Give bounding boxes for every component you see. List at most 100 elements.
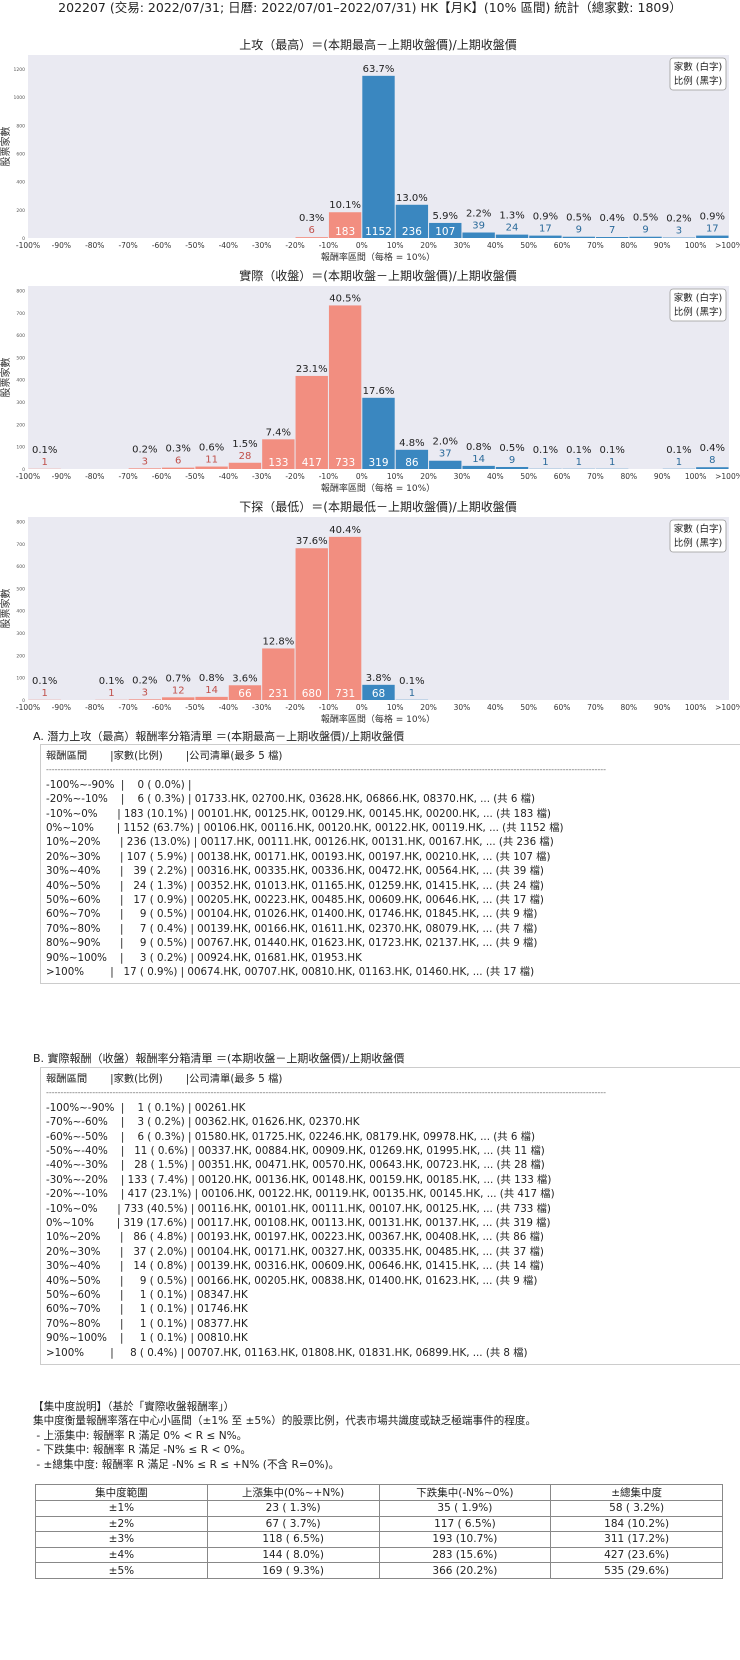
- pct-label: 0.8%: [466, 442, 491, 453]
- count-label: 7: [609, 225, 615, 236]
- list-row: 70%~80% | 7 ( 0.4%) | 00139.HK, 00166.HK…: [46, 922, 538, 935]
- x-tick-label: 10%: [387, 472, 404, 481]
- bar: [128, 699, 162, 700]
- list-row: 20%~30% | 107 ( 5.9%) | 00138.HK, 00171.…: [46, 850, 551, 863]
- list-row: >100% | 17 ( 0.9%) | 00674.HK, 00707.HK,…: [46, 966, 535, 979]
- note-line: - 上漲集中: 報酬率 R 滿足 0% < R ≤ N%。: [33, 1429, 248, 1442]
- x-tick-label: -30%: [252, 472, 271, 481]
- count-label: 231: [268, 688, 288, 700]
- pct-label: 0.1%: [566, 445, 591, 456]
- bar: [696, 235, 729, 238]
- list-row: -70%~-60% | 3 ( 0.2%) | 00362.HK, 01626.…: [46, 1116, 360, 1129]
- y-tick-label: 200: [16, 422, 25, 428]
- count-label: 1: [42, 457, 48, 468]
- list-row: -100%~-90% | 1 ( 0.1%) | 00261.HK: [46, 1101, 246, 1114]
- bar: [328, 536, 362, 700]
- count-label: 86: [405, 457, 419, 469]
- table-cell: ±5%: [35, 1562, 208, 1579]
- x-tick-label: 50%: [520, 703, 537, 712]
- list-row: 40%~50% | 24 ( 1.3%) | 00352.HK, 01013.H…: [46, 879, 544, 892]
- bar: [295, 375, 328, 469]
- pct-label: 0.9%: [700, 212, 725, 223]
- pct-label: 0.9%: [533, 212, 558, 223]
- y-tick-label: 500: [16, 586, 25, 592]
- table-cell: 58 ( 3.2%): [550, 1500, 723, 1517]
- legend-ratio: 比例 (黑字): [674, 537, 722, 549]
- pct-label: 23.1%: [296, 364, 328, 375]
- x-tick-label: 70%: [587, 241, 604, 250]
- list-row: 80%~90% | 9 ( 0.5%) | 00767.HK, 01440.HK…: [46, 937, 538, 950]
- x-tick-label: -60%: [152, 472, 171, 481]
- y-tick-label: 500: [16, 355, 25, 361]
- bar: [328, 212, 362, 238]
- x-tick-label: 70%: [587, 472, 604, 481]
- table-cell: ±3%: [35, 1531, 208, 1548]
- bar: [462, 232, 495, 238]
- list-row: 90%~100% | 1 ( 0.1%) | 00810.HK: [46, 1332, 248, 1345]
- list-row: -10%~0% | 183 (10.1%) | 00101.HK, 00125.…: [46, 807, 551, 820]
- list-row: -100%~-90% | 0 ( 0.0%) |: [46, 778, 192, 791]
- count-label: 733: [335, 457, 355, 469]
- x-tick-label: -30%: [252, 241, 271, 250]
- chart-close: 實際（收盤）＝(本期收盤－上期收盤價)/上期收盤價 0 100 200 300 400 50…: [0, 261, 740, 493]
- column-header: 下跌集中(-N%~0%): [378, 1484, 552, 1501]
- chart-title: 實際（收盤）＝(本期收盤－上期收盤價)/上期收盤價: [239, 268, 516, 283]
- bar: [395, 449, 429, 469]
- pct-label: 0.1%: [99, 676, 124, 687]
- x-tick-label: 10%: [387, 703, 404, 712]
- count-label: 9: [509, 455, 515, 466]
- bar: [162, 467, 195, 469]
- count-label: 1: [409, 688, 415, 699]
- y-tick-label: 400: [16, 378, 25, 384]
- count-label: 6: [309, 225, 315, 236]
- count-label: 1: [108, 688, 114, 699]
- table-cell: ±1%: [35, 1500, 208, 1517]
- x-tick-label: 60%: [554, 703, 571, 712]
- x-tick-label: -50%: [185, 472, 204, 481]
- bar: [462, 465, 495, 469]
- count-label: 3: [142, 687, 148, 698]
- y-tick-label: 800: [16, 288, 25, 294]
- x-axis-label: 報酬率區間（每格 = 10%）: [321, 482, 435, 493]
- bar: [162, 697, 195, 700]
- note-line: 集中度衡量報酬率落在中心小區間（±1% 至 ±5%）的股票比例，代表市場共識度或…: [33, 1415, 537, 1428]
- x-axis-label: 報酬率區間（每格 = 10%）: [321, 251, 435, 262]
- list-row: -40%~-30% | 28 ( 1.5%) | 00351.HK, 00471…: [46, 1159, 545, 1172]
- pct-label: 0.1%: [32, 676, 57, 687]
- y-tick-label: 800: [16, 519, 25, 525]
- y-tick-label: 800: [16, 123, 25, 129]
- x-tick-label: 60%: [554, 472, 571, 481]
- x-tick-label: -100%: [16, 241, 40, 250]
- bar: [362, 75, 395, 238]
- pct-label: 3.8%: [366, 673, 391, 684]
- x-tick-label: -70%: [118, 241, 137, 250]
- legend-count: 家數 (白字): [674, 523, 722, 535]
- count-label: 9: [642, 225, 648, 236]
- bar: [262, 648, 295, 700]
- x-tick-label: -80%: [85, 241, 104, 250]
- pct-label: 13.0%: [396, 193, 428, 204]
- count-label: 66: [238, 688, 252, 700]
- x-tick-label: 40%: [487, 472, 504, 481]
- pct-label: 40.4%: [329, 525, 361, 536]
- y-tick-label: 100: [16, 445, 25, 451]
- y-tick-label: 300: [16, 400, 25, 406]
- table-row: ±5% 169 ( 9.3%) 366 (20.2%) 535 (29.6%): [35, 1562, 723, 1579]
- y-tick-label: 0: [22, 698, 25, 704]
- x-tick-label: 80%: [621, 703, 638, 712]
- table-cell: 427 (23.6%): [550, 1546, 723, 1564]
- bar: [629, 236, 662, 238]
- x-tick-label: >100%: [715, 703, 740, 712]
- list-header: 報酬區間 |家數(比例) |公司清單(最多 5 檔): [46, 1073, 283, 1085]
- x-tick-label: -10%: [319, 241, 338, 250]
- list-row: 60%~70% | 9 ( 0.5%) | 00104.HK, 01026.HK…: [46, 908, 538, 921]
- pct-label: 0.2%: [132, 675, 157, 686]
- x-tick-label: 20%: [420, 472, 437, 481]
- x-tick-label: 80%: [621, 472, 638, 481]
- bar: [195, 696, 228, 700]
- x-tick-label: 70%: [587, 703, 604, 712]
- y-tick-label: 700: [16, 542, 25, 548]
- list-row: 20%~30% | 37 ( 2.0%) | 00104.HK, 00171.H…: [46, 1245, 544, 1258]
- count-label: 6: [175, 456, 181, 467]
- x-tick-label: -30%: [252, 703, 271, 712]
